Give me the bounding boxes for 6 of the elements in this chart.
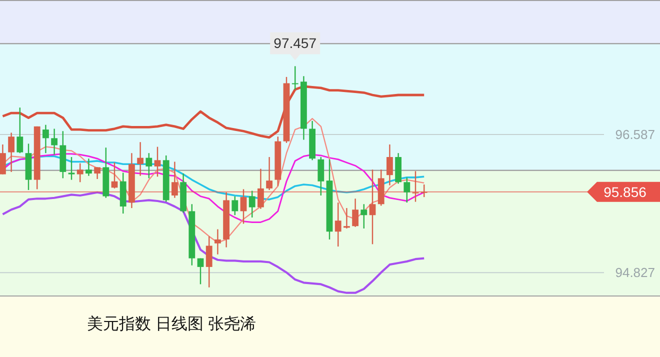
y-tick-label: 94.827 (615, 265, 655, 280)
ref-line-label: 95.856 (604, 184, 647, 200)
text: 美元指数 日线图 张尧浠 (87, 315, 256, 333)
annotation: 97.457 (274, 35, 317, 52)
plot: 96.587 94.827 95.856 97.457 (0, 0, 660, 296)
y-tick-label: 96.587 (615, 126, 655, 142)
